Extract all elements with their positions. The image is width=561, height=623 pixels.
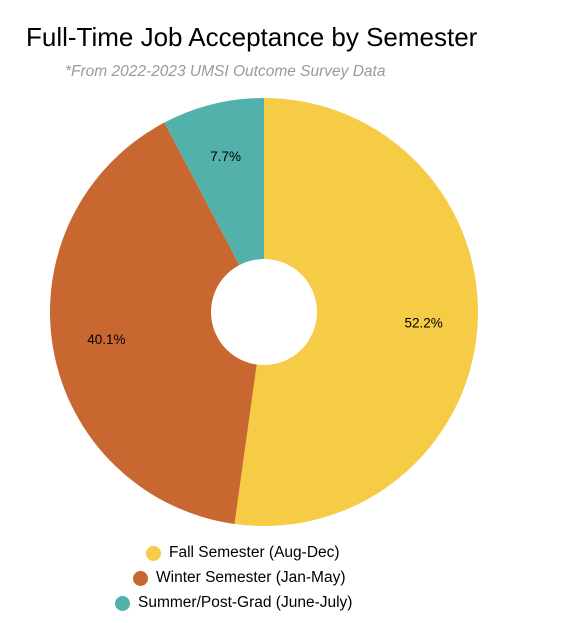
legend-item-summer: Summer/Post-Grad (June-July) <box>115 592 352 614</box>
pie-slice-summer <box>164 98 264 312</box>
chart-title: Full-Time Job Acceptance by Semester <box>26 22 478 52</box>
data-label-summer: 7.7% <box>210 149 241 164</box>
legend-swatch-winter <box>133 570 148 586</box>
data-labels-group: 52.2% 40.1% 7.7% <box>87 149 443 347</box>
pie-slice-winter <box>49 122 264 524</box>
legend-label-summer: Summer/Post-Grad (June-July) <box>138 594 353 611</box>
pie-slice-fall <box>234 98 478 526</box>
donut-hole <box>211 259 317 365</box>
slices-group <box>49 98 478 526</box>
data-label-fall: 52.2% <box>404 316 442 331</box>
data-label-winter: 40.1% <box>87 332 125 347</box>
legend-swatch-fall <box>146 545 161 561</box>
legend-item-fall: Fall Semester (Aug-Dec) <box>146 542 340 564</box>
legend-label-fall: Fall Semester (Aug-Dec) <box>169 544 340 561</box>
legend-item-winter: Winter Semester (Jan-May) <box>133 567 345 589</box>
chart-subtitle: *From 2022-2023 UMSI Outcome Survey Data <box>65 63 386 80</box>
legend-label-winter: Winter Semester (Jan-May) <box>156 569 346 586</box>
legend-swatch-summer <box>115 595 130 611</box>
